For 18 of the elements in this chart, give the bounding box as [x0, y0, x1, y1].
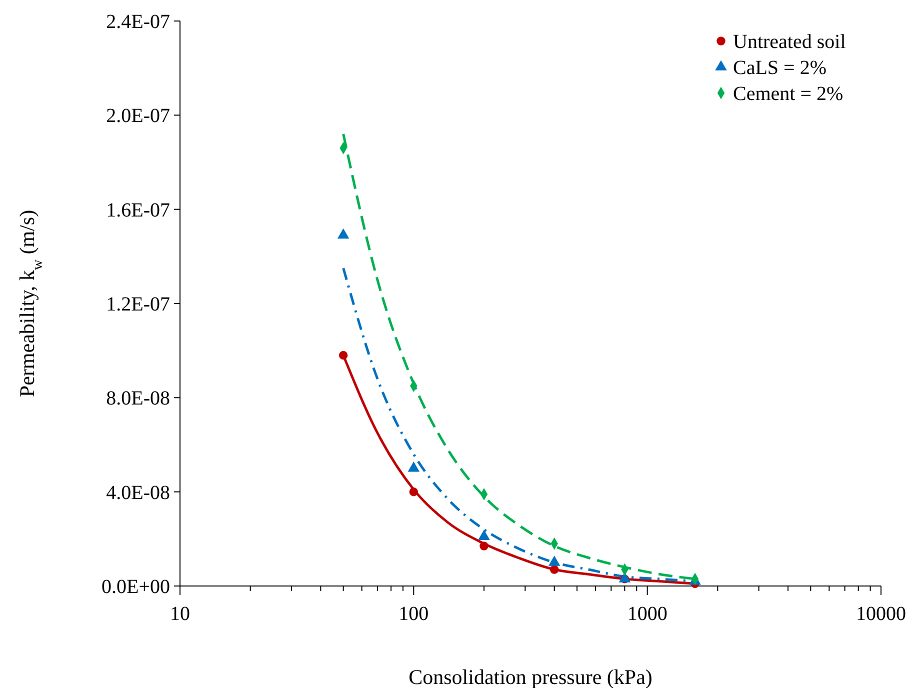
x-tick-label: 100: [398, 603, 429, 625]
y-tick-label: 0.0E+00: [102, 576, 170, 598]
legend-label: Untreated soil: [733, 31, 846, 53]
y-tick-label: 2.0E-07: [106, 105, 170, 128]
legend-label: Cement = 2%: [733, 83, 844, 105]
y-tick-label: 1.6E-07: [106, 199, 170, 222]
y-tick-label: 8.0E-08: [106, 388, 170, 410]
y-tick-label: 4.0E-08: [106, 482, 170, 504]
y-tick-label: 1.2E-07: [106, 294, 170, 316]
legend-label: CaLS = 2%: [733, 57, 826, 79]
point: [338, 350, 348, 360]
y-tick-label: 2.4E-07: [106, 11, 170, 33]
x-tick-label: 10: [170, 603, 190, 625]
point: [480, 542, 488, 550]
x-tick-label: 10000: [856, 603, 906, 625]
x-tick-label: 1000: [627, 603, 668, 625]
point: [409, 487, 418, 496]
point: [550, 565, 559, 574]
